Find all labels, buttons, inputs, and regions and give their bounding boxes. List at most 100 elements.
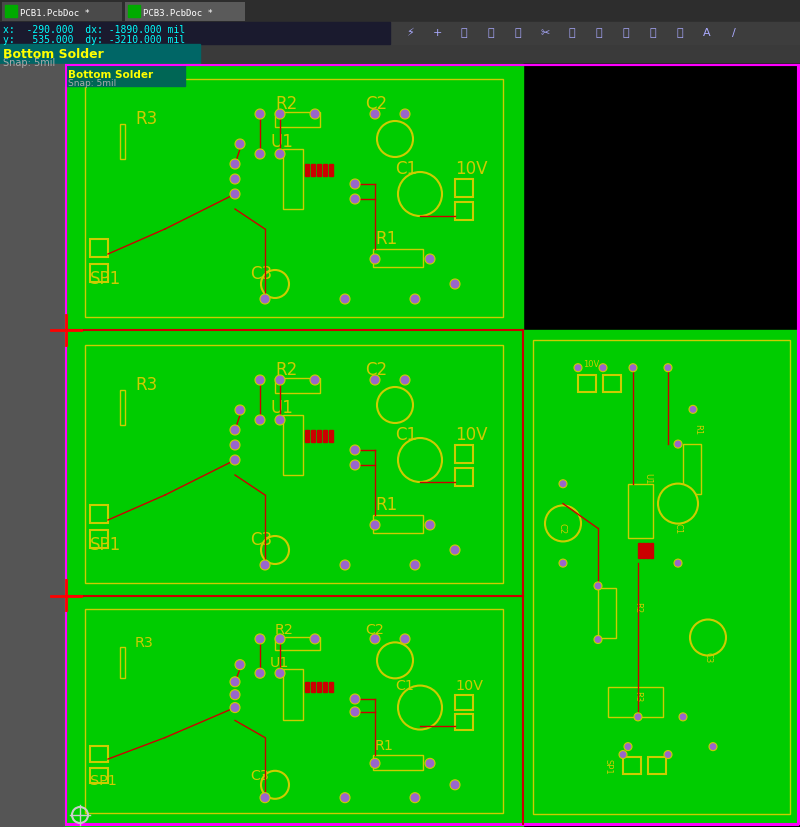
Circle shape xyxy=(235,139,245,149)
Text: R3: R3 xyxy=(135,636,154,650)
Bar xyxy=(0,22,390,44)
Text: SP1: SP1 xyxy=(90,536,122,554)
Bar xyxy=(90,264,108,282)
Circle shape xyxy=(400,109,410,119)
Circle shape xyxy=(559,480,567,488)
Circle shape xyxy=(350,694,360,704)
Circle shape xyxy=(679,713,687,721)
Circle shape xyxy=(624,743,632,751)
Bar xyxy=(373,249,423,267)
Circle shape xyxy=(230,425,240,435)
Circle shape xyxy=(230,703,240,713)
Text: +: + xyxy=(432,28,442,38)
Bar xyxy=(329,430,333,442)
Bar xyxy=(329,164,333,176)
Circle shape xyxy=(450,279,460,289)
Text: 📐: 📐 xyxy=(622,28,630,38)
Text: C2: C2 xyxy=(558,523,567,534)
Circle shape xyxy=(230,676,240,686)
Bar xyxy=(85,79,503,317)
Text: ⬜: ⬜ xyxy=(461,28,467,38)
Circle shape xyxy=(425,254,435,264)
Circle shape xyxy=(377,121,413,157)
Circle shape xyxy=(370,758,380,768)
Text: C1: C1 xyxy=(395,679,414,693)
Circle shape xyxy=(350,194,360,204)
Circle shape xyxy=(658,484,698,523)
Circle shape xyxy=(674,440,682,448)
Bar xyxy=(455,468,473,486)
Text: A: A xyxy=(703,28,711,38)
Circle shape xyxy=(594,582,602,590)
Text: R2: R2 xyxy=(633,602,642,614)
Bar xyxy=(0,0,800,22)
Text: ✂: ✂ xyxy=(540,28,550,38)
Circle shape xyxy=(370,254,380,264)
Text: C2: C2 xyxy=(365,361,387,379)
Circle shape xyxy=(370,375,380,385)
Bar xyxy=(608,687,663,717)
Text: Bottom Solder: Bottom Solder xyxy=(68,70,153,80)
Text: U1: U1 xyxy=(643,473,652,485)
FancyBboxPatch shape xyxy=(125,2,245,21)
Text: R3: R3 xyxy=(135,376,158,394)
Text: R1: R1 xyxy=(375,739,394,753)
Bar xyxy=(5,5,17,17)
Bar xyxy=(455,179,473,197)
Bar xyxy=(305,430,309,442)
Circle shape xyxy=(574,364,582,371)
Text: R2: R2 xyxy=(275,624,294,638)
Text: U1: U1 xyxy=(270,133,293,151)
Text: C3: C3 xyxy=(250,265,272,283)
Circle shape xyxy=(275,149,285,159)
Circle shape xyxy=(377,387,413,423)
Circle shape xyxy=(629,364,637,371)
Bar xyxy=(305,164,309,176)
Circle shape xyxy=(400,375,410,385)
Circle shape xyxy=(425,758,435,768)
Bar xyxy=(311,164,315,176)
Text: x:  -290.000  dx: -1890.000 mil: x: -290.000 dx: -1890.000 mil xyxy=(3,25,185,35)
Text: SP1: SP1 xyxy=(603,758,612,774)
Bar xyxy=(65,64,185,86)
Text: C2: C2 xyxy=(365,95,387,113)
Bar xyxy=(373,755,423,770)
Circle shape xyxy=(450,545,460,555)
Circle shape xyxy=(340,792,350,803)
Circle shape xyxy=(370,634,380,644)
Bar xyxy=(323,681,327,692)
Bar xyxy=(317,681,321,692)
Circle shape xyxy=(230,690,240,700)
Circle shape xyxy=(255,668,265,678)
Bar xyxy=(646,543,649,558)
Circle shape xyxy=(619,751,627,758)
Circle shape xyxy=(594,635,602,643)
Circle shape xyxy=(255,109,265,119)
Text: R3: R3 xyxy=(135,110,158,128)
Bar xyxy=(317,430,321,442)
Text: PCB3.PcbDoc *: PCB3.PcbDoc * xyxy=(143,8,213,17)
Circle shape xyxy=(425,520,435,530)
Bar xyxy=(683,444,701,494)
Text: R3: R3 xyxy=(633,691,642,703)
Bar xyxy=(623,757,641,774)
Bar xyxy=(283,415,303,475)
Text: PCB1.PcbDoc *: PCB1.PcbDoc * xyxy=(20,8,90,17)
Text: C1: C1 xyxy=(395,426,417,444)
Circle shape xyxy=(235,660,245,670)
Circle shape xyxy=(450,780,460,790)
Text: C3: C3 xyxy=(250,769,269,783)
Bar xyxy=(598,588,616,638)
Text: 🔑: 🔑 xyxy=(596,28,602,38)
Bar xyxy=(90,767,108,783)
Bar xyxy=(65,330,523,598)
Bar xyxy=(65,596,523,826)
Text: 🔟: 🔟 xyxy=(677,28,683,38)
Bar xyxy=(305,681,309,692)
Text: 10V: 10V xyxy=(455,426,487,444)
Circle shape xyxy=(255,634,265,644)
Bar xyxy=(533,340,790,814)
Circle shape xyxy=(634,713,642,721)
Bar xyxy=(275,637,320,650)
Circle shape xyxy=(230,174,240,184)
